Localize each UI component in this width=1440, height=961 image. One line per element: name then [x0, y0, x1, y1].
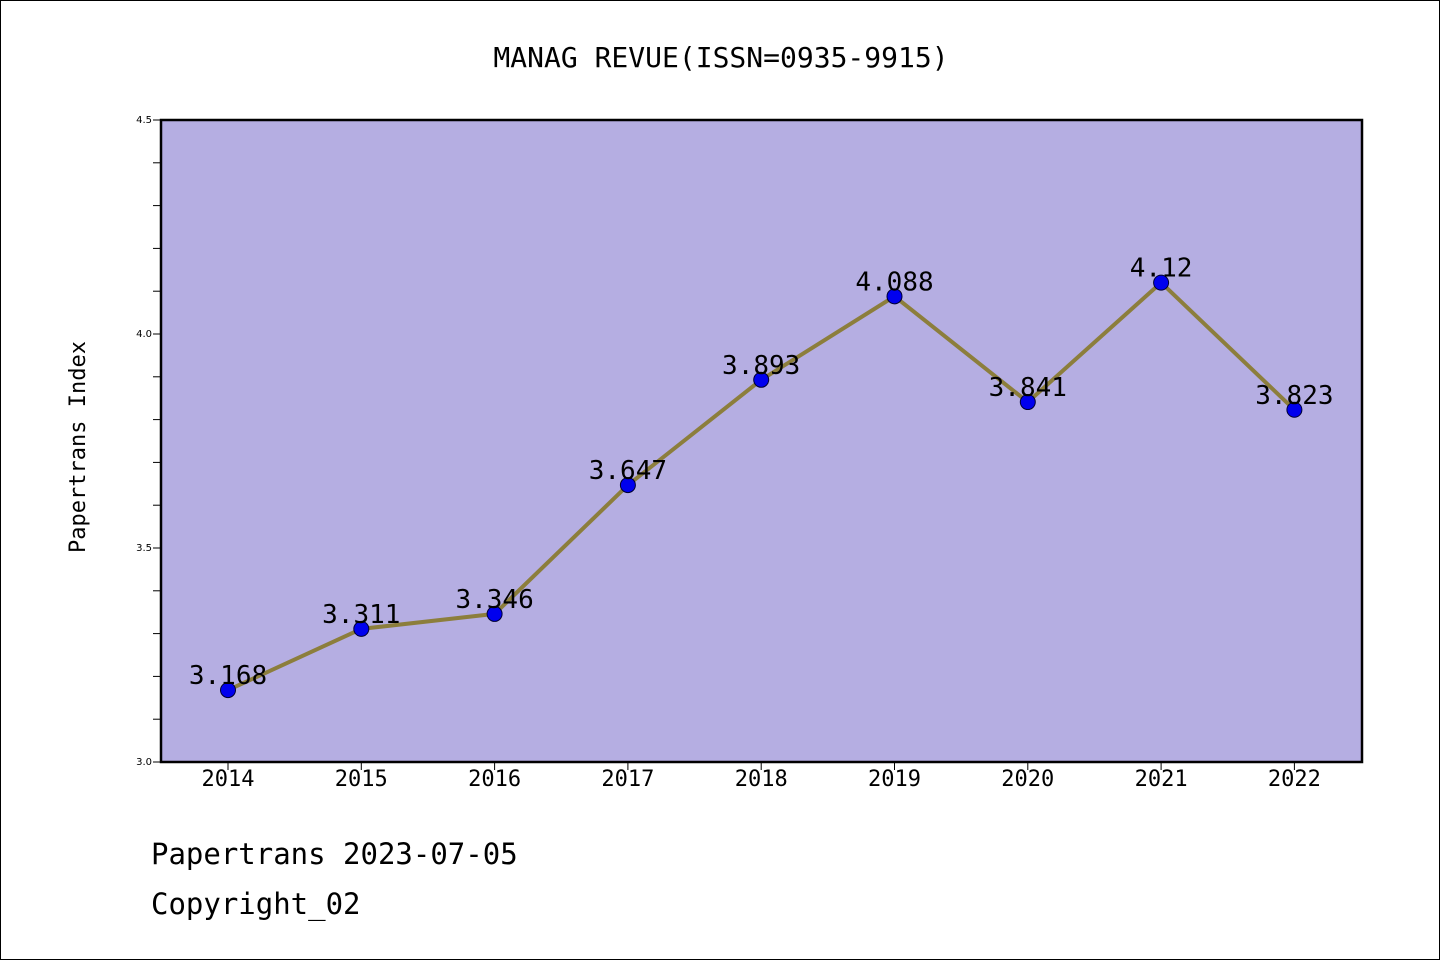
data-point: [619, 477, 636, 494]
x-tick-label: 2015: [335, 767, 388, 792]
data-point: [353, 620, 370, 637]
x-tick-label: 2016: [468, 767, 521, 792]
data-point: [220, 682, 236, 699]
data-label: 4.12: [1130, 254, 1193, 284]
y-axis-label: Papertrans Index: [66, 341, 91, 553]
data-label: 3.311: [322, 600, 400, 630]
x-tick-label: 2021: [1135, 767, 1188, 792]
data-point: [753, 371, 770, 388]
footer-date-line: Papertrans 2023-07-05: [151, 837, 518, 871]
data-point: [886, 288, 903, 305]
x-tick-label: 2022: [1268, 767, 1321, 792]
x-tick-label: 2014: [202, 767, 255, 792]
y-tick-label: 3.5: [136, 543, 152, 554]
chart-title: MANAG REVUE(ISSN=0935-9915): [493, 41, 948, 74]
y-tick-label: 4.5: [136, 115, 152, 126]
data-label: 3.893: [722, 351, 800, 381]
y-tick-label: 4.0: [136, 329, 152, 340]
y-tick-label: 3.0: [136, 757, 152, 768]
data-point: [1286, 401, 1303, 418]
data-label: 3.647: [589, 456, 667, 486]
x-tick-label: 2017: [601, 767, 654, 792]
footer-copyright: Copyright_02: [151, 887, 361, 921]
data-label: 3.346: [455, 585, 533, 615]
plot-area: [159, 118, 1364, 764]
x-tick-label: 2020: [1001, 767, 1054, 792]
data-point: [486, 605, 503, 622]
data-label: 4.088: [855, 267, 933, 297]
data-label: 3.841: [989, 373, 1067, 403]
x-tick-label: 2018: [735, 767, 788, 792]
data-label: 3.168: [189, 661, 267, 691]
data-point: [1153, 274, 1170, 291]
series-layer: 3.168 3.311 3.346 3.647 3.893 4.088 3.841 4.12 3…: [189, 254, 1334, 699]
data-point: [1019, 394, 1036, 411]
y-axis-ticks: 3.0 3.5 4.0 4.5: [136, 115, 161, 768]
data-label: 3.823: [1255, 381, 1333, 411]
x-tick-label: 2019: [868, 767, 921, 792]
x-axis-ticks: 2014 2015 2016 2017 2018 2019 2020 2021 2022: [202, 762, 1321, 792]
